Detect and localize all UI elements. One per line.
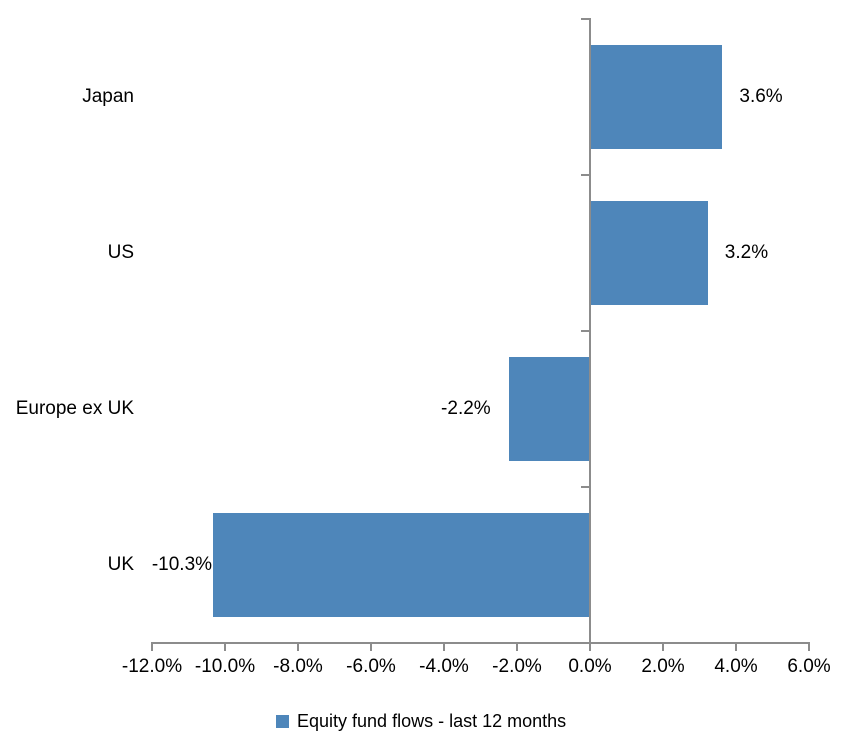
x-tick-label: -10.0% [194,656,256,677]
x-tick-label: -6.0% [346,656,396,677]
category-label: US [107,242,134,263]
category-tick [581,18,591,20]
x-tick-label: 4.0% [714,656,758,677]
category-tick [581,174,591,176]
x-tick-label: -8.0% [273,656,323,677]
value-label: 3.6% [739,86,783,107]
category-tick [581,486,591,488]
bar [591,45,723,149]
x-tick [443,643,445,651]
value-label: -10.3% [151,554,213,575]
category-label: UK [107,554,134,575]
x-tick-label: 0.0% [568,656,612,677]
category-tick [581,642,591,644]
x-tick [589,643,591,651]
legend-swatch-icon [276,714,289,728]
x-tick [297,643,299,651]
x-tick [662,643,664,651]
category-label: Europe ex UK [15,398,134,419]
x-tick [516,643,518,651]
x-tick-label: -12.0% [121,656,183,677]
value-axis-line [151,642,810,644]
category-tick [581,330,591,332]
x-tick-label: 6.0% [787,656,831,677]
value-label: 3.2% [724,242,769,263]
bar [508,357,589,461]
x-tick [224,643,226,651]
x-tick [808,643,810,651]
category-label: Japan [82,86,134,107]
value-label: -2.2% [441,398,491,419]
x-tick-label: -2.0% [492,656,542,677]
bar [213,513,589,617]
x-tick-label: 2.0% [641,656,685,677]
x-tick [735,643,737,651]
x-tick [370,643,372,651]
category-axis-line [589,19,591,651]
x-tick [151,643,153,651]
x-tick-label: -4.0% [419,656,469,677]
legend-label: Equity fund flows - last 12 months [297,711,567,731]
legend: Equity fund flows - last 12 months [276,709,566,733]
bar [591,201,708,305]
